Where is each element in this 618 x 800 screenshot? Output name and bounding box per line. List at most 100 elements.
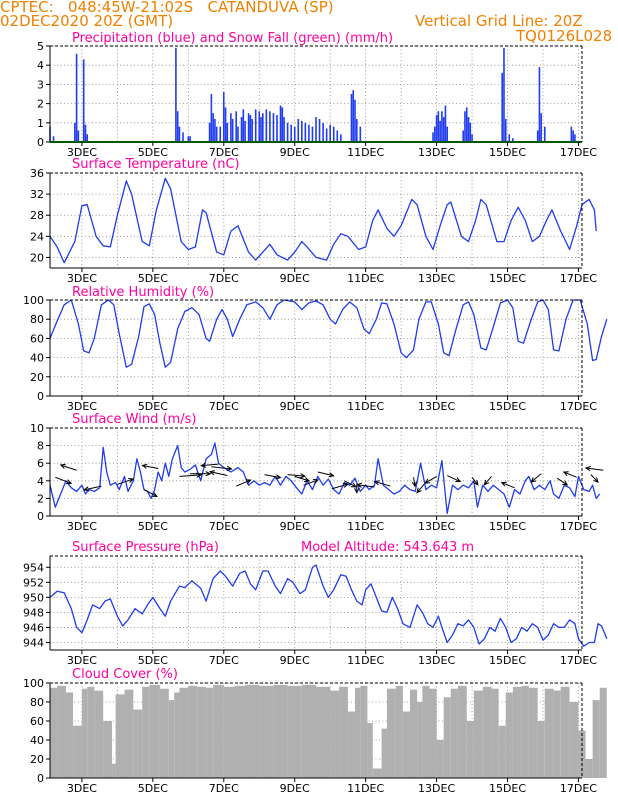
y-tick-label: 24 (30, 230, 44, 243)
precip-bar (434, 126, 436, 142)
precip-bar (210, 94, 213, 142)
precip-bar (182, 132, 184, 142)
precip-bar (318, 118, 321, 142)
precip-bar (272, 113, 275, 142)
cloud-cover-bar (142, 686, 150, 778)
precip-bar (237, 126, 239, 142)
precip-bar (465, 107, 468, 142)
cloud-cover-bar (347, 711, 356, 778)
y-tick-label: 8 (37, 440, 44, 453)
panel-3: 0 20 40 60 80 100 3DEC 5DEC 7DEC 9DEC 11DEC 13DEC 15… (23, 285, 608, 413)
x-tick-label: 15DEC (489, 520, 526, 533)
wind-arrow-head (66, 479, 73, 485)
x-tick-label: 13DEC (418, 146, 455, 159)
cloud-cover-bar (115, 694, 125, 778)
cloud-cover-bar (498, 725, 506, 778)
wind-arrow-shaft (55, 476, 72, 484)
precip-bar (175, 47, 177, 142)
precip-bar (501, 72, 503, 142)
y-tick-label: 36 (30, 167, 44, 180)
precip-bar (84, 124, 87, 142)
precip-bar (240, 117, 243, 142)
cloud-cover-bar (537, 721, 545, 778)
cloud-cover-bar (103, 721, 113, 778)
wind-arrow-shaft (556, 477, 568, 486)
wind-arrow-head (83, 486, 90, 492)
cloud-cover-bar (599, 687, 607, 778)
precip-bar (265, 109, 268, 142)
precip-bar (75, 53, 78, 142)
cloud-cover-bar (585, 759, 593, 778)
wind-arrow-shaft (416, 483, 425, 493)
wind-arrow-head (312, 478, 320, 484)
x-tick-label: 11DEC (347, 400, 384, 413)
wind-arrow-head (350, 482, 357, 488)
precip-bar (224, 107, 227, 142)
y-tick-label: 10 (30, 422, 44, 435)
precip-bar (543, 126, 546, 142)
wind-arrow-shaft (264, 474, 281, 479)
wind-arrow-head (300, 473, 307, 479)
cloud-cover-bar (213, 684, 224, 778)
cloud-cover-bar (560, 686, 570, 778)
cloud-cover-bar (330, 690, 340, 778)
cloud-cover-bar (355, 687, 361, 778)
x-tick-label: 9DEC (280, 782, 310, 795)
precip-bar (212, 113, 214, 142)
cloud-cover-bar (466, 721, 474, 778)
precip-bar (359, 126, 362, 142)
cloud-cover-bar (87, 686, 95, 778)
panel-4: 0 2 4 6 8 10 3DEC 5DEC 7DEC 9DEC 11DEC 13DEC 15DEC 17… (30, 412, 604, 533)
y-tick-label: 946 (23, 621, 44, 634)
precip-bar (439, 120, 441, 142)
y-tick-label: 6 (37, 457, 44, 470)
panel-title: Surface Temperature (nC) (72, 157, 240, 172)
cloud-cover-bar (473, 690, 483, 778)
wind-arrow-head (151, 492, 158, 497)
precip-bar (332, 126, 335, 142)
precip-bar (503, 47, 505, 142)
precip-bar (52, 136, 55, 142)
precip-bar (82, 59, 85, 142)
x-tick-label: 9DEC (280, 400, 310, 413)
y-tick-label: 4 (37, 475, 44, 488)
cloud-cover-bar (436, 740, 444, 778)
precip-bar (538, 67, 541, 142)
cloud-cover-bar (592, 700, 600, 778)
panel-title: Cloud Cover (%) (72, 667, 178, 682)
precip-bar (276, 115, 278, 142)
x-tick-label: 13DEC (418, 400, 455, 413)
y-tick-label: 950 (23, 591, 44, 604)
wind-arrow-head (328, 472, 335, 478)
precip-bar (293, 126, 296, 142)
cloud-cover-bar (409, 689, 418, 778)
x-tick-label: 5DEC (138, 654, 168, 667)
y-tick-label: 0 (37, 772, 44, 785)
wind-arrow-shaft (143, 489, 158, 497)
wind-arrow-head (416, 487, 422, 494)
x-tick-label: 11DEC (347, 272, 384, 285)
x-tick-label: 7DEC (209, 272, 239, 285)
cloud-cover-bar (417, 702, 423, 778)
precip-bar (304, 122, 307, 142)
wind-arrow-head (226, 465, 233, 472)
wind-arrow-head (205, 471, 212, 477)
wind-arrow-head (356, 482, 363, 488)
cloud-cover-bar (429, 688, 437, 778)
precip-bar (329, 124, 331, 142)
wind-arrow-head (500, 481, 507, 487)
x-tick-label: 7DEC (209, 782, 239, 795)
precip-bar (235, 111, 237, 142)
wind-arrow-shaft (287, 474, 305, 477)
precip-bar (540, 113, 543, 142)
precip-bar (283, 117, 285, 142)
precip-bar (230, 113, 232, 142)
x-tick-label: 5DEC (138, 146, 168, 159)
cloud-cover-bar (50, 687, 58, 778)
cloud-cover-bar (259, 685, 274, 778)
x-tick-label: 11DEC (347, 146, 384, 159)
series-line (49, 442, 601, 515)
precip-bar (262, 113, 264, 142)
x-tick-label: 3DEC (67, 654, 97, 667)
x-tick-label: 5DEC (138, 400, 168, 413)
